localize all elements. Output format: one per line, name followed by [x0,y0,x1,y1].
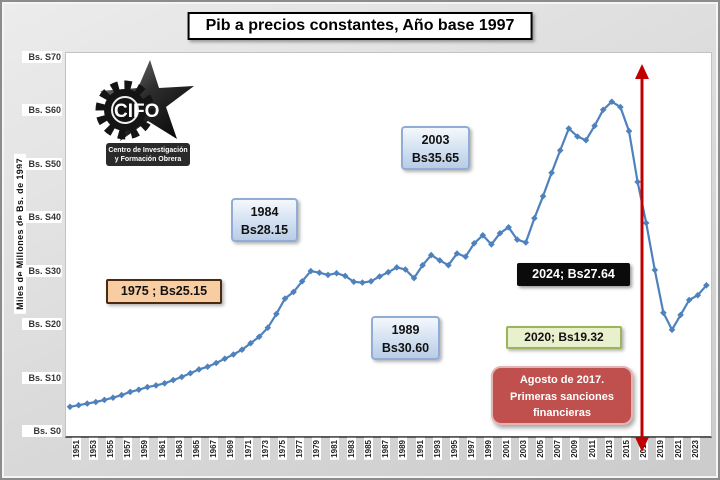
annotation-2003: 2003 Bs35.65 [401,126,470,170]
x-tick-label: 1977 [295,438,305,460]
x-tick-label: 2005 [536,438,545,460]
x-tick-label: 2023 [690,438,700,460]
y-tick-label: Bs. S0 [22,425,62,437]
annotation-1984-year: 1984 [250,205,279,219]
cifo-logo: CIFO Centro de Investigación y Formación… [95,60,194,166]
chart-title: Pib a precios constantes, Año base 1997 [187,12,533,40]
logo-gear-body [104,89,146,131]
x-tick-label: 2003 [518,438,528,460]
y-tick-label: Bs. S40 [22,211,62,224]
annotation-1989-value: Bs30.60 [381,341,430,356]
annotation-2020: 2020; Bs19.32 [506,326,622,349]
x-tick-label: 2007 [553,438,563,460]
x-tick-label: 1961 [157,438,167,460]
x-tick-label: 1987 [381,438,391,460]
x-tick-label: 1979 [312,438,322,460]
y-axis-title: Miles de Millones de Bs. de 1997 [14,154,26,314]
annotation-2003-value: Bs35.65 [411,151,460,166]
x-tick-label: 1985 [364,438,373,460]
y-tick-label: Bs. S20 [22,318,62,331]
x-tick-label: 1953 [88,438,98,460]
x-tick-label: 1951 [71,438,81,460]
arrow-head-bottom [635,437,649,452]
x-tick-label: 2013 [604,438,614,460]
x-tick-label: 1999 [484,438,494,460]
annotation-1984-value: Bs28.15 [240,223,289,238]
x-tick-label: 1997 [467,438,477,460]
x-tick-label: 1971 [243,438,253,460]
annotation-sanctions-line2: Primeras sanciones [510,390,614,403]
plot-area [65,52,712,438]
x-tick-label: 1969 [226,438,236,460]
x-tick-label: 1983 [346,438,356,460]
x-tick-label: 2011 [587,438,597,460]
logo-line1: Centro de Investigación [108,147,187,154]
logo-banner [106,143,190,166]
x-tick-label: 1963 [174,438,184,460]
x-tick-label: 1989 [398,438,408,460]
logo-gear-icon [95,80,155,140]
x-tick-label: 1957 [123,438,133,460]
annotation-1975: 1975 ; Bs25.15 [106,279,222,304]
x-tick-label: 1981 [329,438,339,460]
x-tick-label: 1995 [450,438,459,460]
y-tick-label: Bs. S60 [22,104,62,117]
x-tick-label: 1955 [106,438,115,460]
logo-acronym: CIFO [114,101,159,122]
annotation-2003-year: 2003 [421,133,450,147]
x-tick-label: 1965 [192,438,201,460]
logo-gear-hole [111,96,139,124]
x-tick-label: 2019 [656,438,666,460]
annotation-1989: 1989 Bs30.60 [371,316,440,360]
plot-svg [66,98,710,411]
x-tick-label: 2001 [501,438,511,460]
arrow-head-top [635,64,649,79]
logo-line2: y Formación Obrera [115,156,182,163]
x-tick-label: 1991 [415,438,425,460]
x-tick-label: 1959 [140,438,150,460]
x-tick-label: 2021 [673,438,683,460]
annotation-sanctions: Agosto de 2017. Primeras sanciones finan… [491,366,633,425]
annotation-1989-year: 1989 [391,323,420,337]
y-tick-label: Bs. S50 [22,157,62,170]
x-tick-label: 1993 [432,438,442,460]
y-tick-label: Bs. S70 [22,51,62,63]
x-tick-label: 1967 [209,438,219,460]
x-tick-label: 2009 [570,438,580,460]
annotation-sanctions-line1: Agosto de 2017. [519,374,605,386]
event-arrow-2017 [635,64,649,452]
annotation-1984: 1984 Bs28.15 [231,198,298,242]
y-tick-label: Bs. S30 [22,264,62,277]
annotation-sanctions-line3: financieras [532,407,592,419]
y-tick-label: Bs. S10 [22,371,62,384]
annotation-2024: 2024; Bs27.64 [517,263,630,286]
x-tick-label: 1975 [278,438,287,460]
x-tick-label: 1973 [260,438,270,460]
